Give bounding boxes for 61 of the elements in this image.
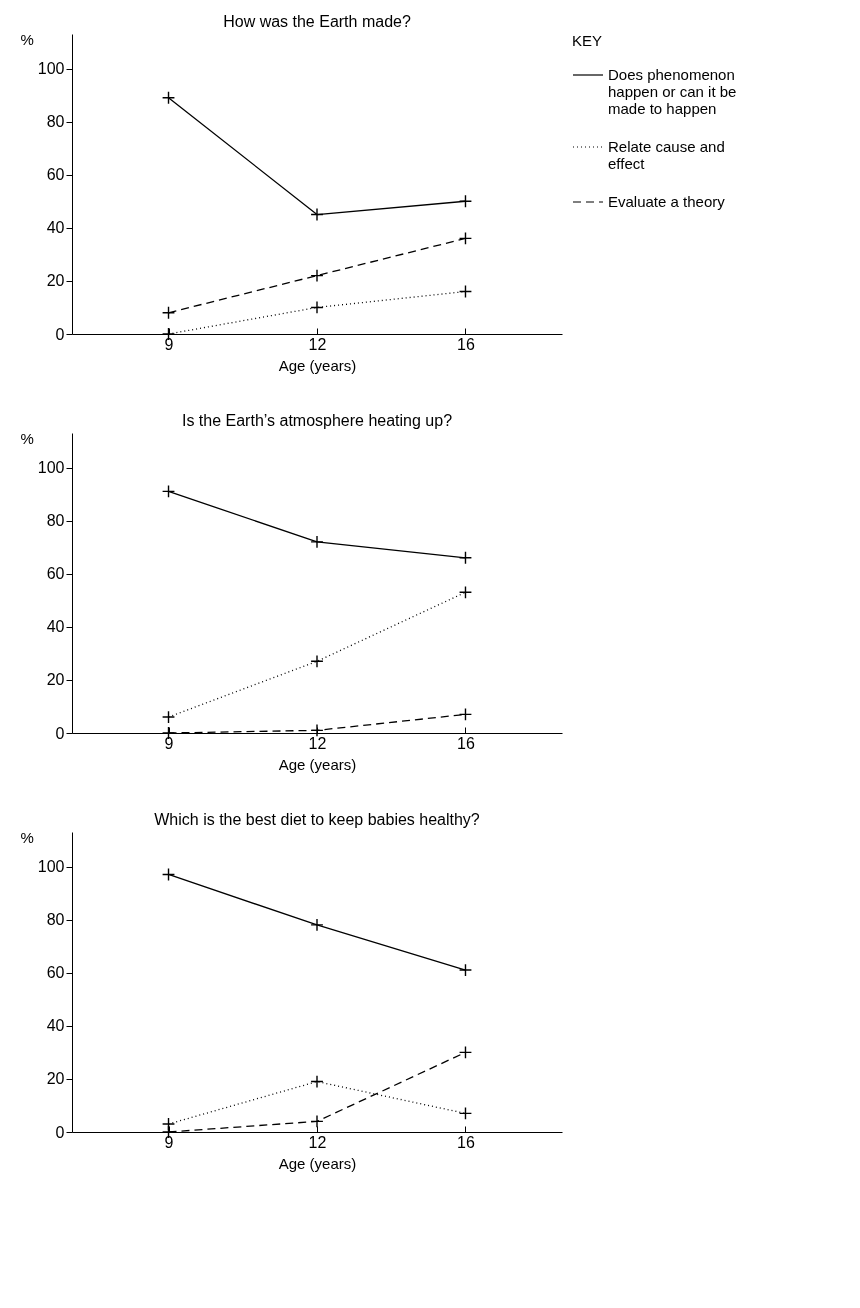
- point: [161, 306, 176, 320]
- point: [161, 91, 176, 105]
- x-tick-label: 9: [164, 1133, 174, 1151]
- y-tick-label: 40: [46, 618, 65, 636]
- y-axis-title: %: [20, 429, 34, 447]
- x-tick-label: 16: [457, 734, 475, 752]
- point: [310, 268, 324, 283]
- point: [458, 707, 473, 722]
- point: [458, 551, 473, 565]
- y-tick-label: 60: [46, 565, 65, 583]
- x-tick-label: 12: [308, 734, 327, 752]
- point: [161, 484, 176, 499]
- point: [310, 207, 324, 222]
- point: [161, 710, 176, 724]
- y-tick-label: 0: [55, 724, 65, 742]
- chart-title: Which is the best diet to keep babies healthy?: [154, 811, 480, 828]
- x-tick-label: 9: [164, 734, 174, 752]
- point: [458, 1106, 473, 1121]
- y-tick-label: 20: [46, 272, 65, 290]
- y-tick-label: 60: [46, 166, 65, 184]
- y-tick-label: 100: [37, 60, 65, 78]
- point: [458, 585, 473, 599]
- x-tick-label: 16: [457, 335, 475, 353]
- y-axis-title: %: [20, 828, 34, 846]
- y-tick-label: 40: [46, 1017, 65, 1035]
- chart-title: Is the Earth’s atmosphere heating up?: [181, 412, 453, 429]
- x-axis-title: Age (years): [278, 1154, 357, 1172]
- x-tick-label: 16: [457, 1133, 475, 1151]
- legend-label: Evaluate a theory: [608, 193, 726, 210]
- legend-label: Does phenomenon happen or can it be made to happen: [608, 66, 737, 117]
- y-tick-label: 80: [46, 113, 65, 131]
- x-axis-title: Age (years): [278, 755, 357, 773]
- point: [310, 300, 324, 315]
- y-tick-label: 40: [46, 219, 65, 237]
- y-tick-label: 80: [46, 512, 65, 530]
- y-axis-title: %: [20, 30, 34, 48]
- legend-title: KEY: [572, 32, 603, 49]
- point: [161, 867, 176, 882]
- x-tick-label: 9: [164, 335, 174, 353]
- y-tick-label: 80: [46, 911, 65, 929]
- legend-label: Relate cause and effect: [608, 138, 725, 172]
- point: [458, 284, 473, 299]
- y-tick-label: 20: [46, 1070, 65, 1088]
- point: [310, 918, 324, 932]
- point: [310, 535, 324, 549]
- point: [458, 963, 473, 977]
- point: [310, 654, 324, 668]
- y-tick-label: 100: [37, 459, 65, 477]
- y-tick-label: 60: [46, 964, 65, 982]
- chart-title: How was the Earth made?: [223, 13, 411, 30]
- x-axis-title: Age (years): [278, 356, 357, 374]
- point: [458, 231, 473, 246]
- y-tick-label: 20: [46, 671, 65, 689]
- point: [458, 1045, 473, 1059]
- y-tick-label: 0: [55, 1123, 65, 1141]
- x-tick-label: 12: [308, 335, 327, 353]
- point: [458, 194, 473, 208]
- y-tick-label: 100: [37, 858, 65, 876]
- point: [310, 1074, 324, 1089]
- y-tick-label: 0: [55, 325, 65, 343]
- x-tick-label: 12: [308, 1133, 327, 1151]
